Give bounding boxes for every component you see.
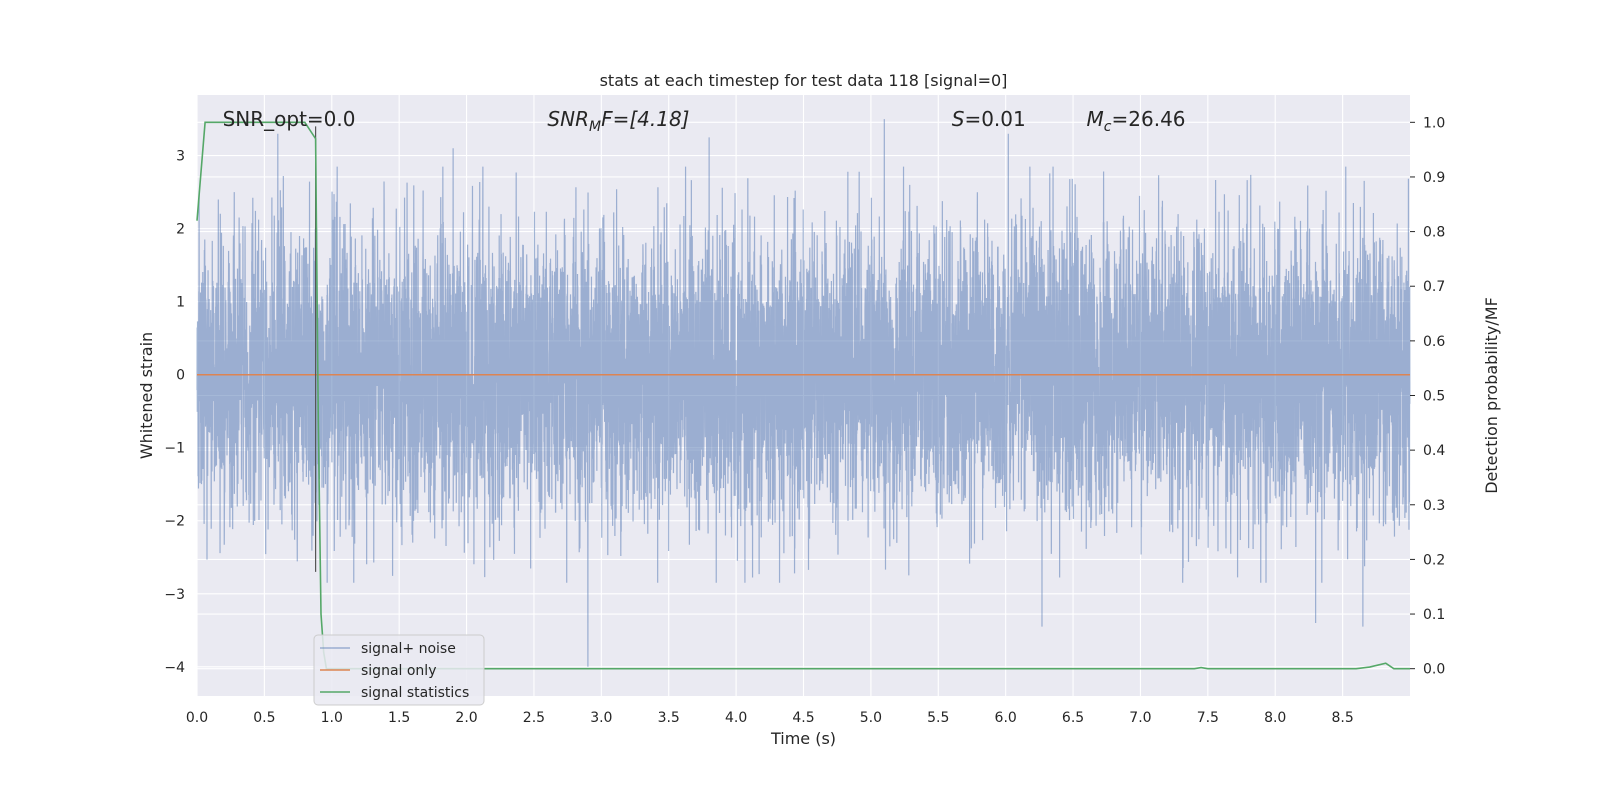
annotation-subscript: c [1104,119,1112,135]
x-tick-label: 4.0 [725,710,747,726]
x-tick-label: 8.5 [1331,710,1353,726]
y2-tick-label: 0.0 [1423,662,1445,678]
annotation-suffix: F=[4.18] [601,107,689,131]
annotation: SNR_opt=0.0 [223,107,356,131]
x-tick-label: 3.0 [590,710,612,726]
y-tick-label: −2 [164,514,185,530]
y-tick-label: 2 [176,222,185,238]
x-tick-label: 0.0 [186,710,208,726]
annotation: Mc=26.46 [1087,107,1186,135]
x-tick-label: 8.0 [1264,710,1286,726]
y2-tick-label: 0.3 [1423,498,1445,514]
x-tick-label: 6.0 [995,710,1017,726]
x-tick-label: 3.5 [658,710,680,726]
axis-ticks: 0.0 0.5 1.0 1.5 2.0 2.5 3.0 3.5 4.0 4.5 5.0 5.5 6.0 6… [164,115,1445,726]
x-tick-label: 2.5 [523,710,545,726]
y2-tick-label: 0.1 [1423,607,1445,623]
chart-title: stats at each timestep for test data 118… [600,71,1008,90]
x-tick-label: 6.5 [1062,710,1084,726]
x-tick-label: 0.5 [253,710,275,726]
y2-tick-label: 0.2 [1423,552,1445,568]
y-tick-label: −4 [164,660,185,676]
y-axis-title: Whitened strain [137,332,156,459]
annotation-main: SNR_opt=0.0 [223,107,356,131]
y2-tick-label: 0.4 [1423,443,1445,459]
x-tick-label: 5.0 [860,710,882,726]
annotations: SNR_opt=0.0 SNRMF=[4.18] S=0.01 Mc=26.46 [223,107,1186,135]
annotation: SNRMF=[4.18] [547,107,689,135]
legend-label: signal+ noise [361,641,456,657]
annotation-main: S [952,107,965,131]
x-tick-label: 4.5 [792,710,814,726]
series-signal-noise [196,119,1411,667]
annotation-subscript: M [589,119,601,135]
x-axis-title: Time (s) [770,729,836,748]
x-tick-label: 5.5 [927,710,949,726]
series-line-signal-noise [196,119,1411,667]
y-tick-label: 0 [176,368,185,384]
y2-tick-label: 0.9 [1423,170,1445,186]
annotation-suffix: =26.46 [1112,107,1186,131]
x-tick-label: 7.0 [1129,710,1151,726]
x-tick-label: 7.5 [1197,710,1219,726]
y-tick-label: 1 [176,295,185,311]
y2-tick-label: 0.8 [1423,225,1445,241]
y2-axis-title: Detection probability/MF [1482,297,1501,494]
annotation-main: M [1087,107,1104,131]
annotation: S=0.01 [952,107,1026,131]
legend: signal+ noise signal only signal statistic… [313,634,485,706]
legend-label: signal only [361,663,436,679]
y2-tick-label: 1.0 [1423,115,1445,131]
y-tick-label: −3 [164,587,185,603]
y-tick-label: 3 [176,149,185,165]
legend-box [313,634,485,706]
annotation-suffix: =0.01 [964,107,1025,131]
y2-tick-label: 0.5 [1423,389,1445,405]
x-tick-label: 1.0 [321,710,343,726]
x-tick-label: 1.5 [388,710,410,726]
y2-tick-label: 0.6 [1423,334,1445,350]
annotation-main: SNR [547,107,589,131]
x-tick-label: 2.0 [455,710,477,726]
legend-label: signal statistics [361,685,469,701]
y2-tick-label: 0.7 [1423,279,1445,295]
y-tick-label: −1 [164,441,185,457]
